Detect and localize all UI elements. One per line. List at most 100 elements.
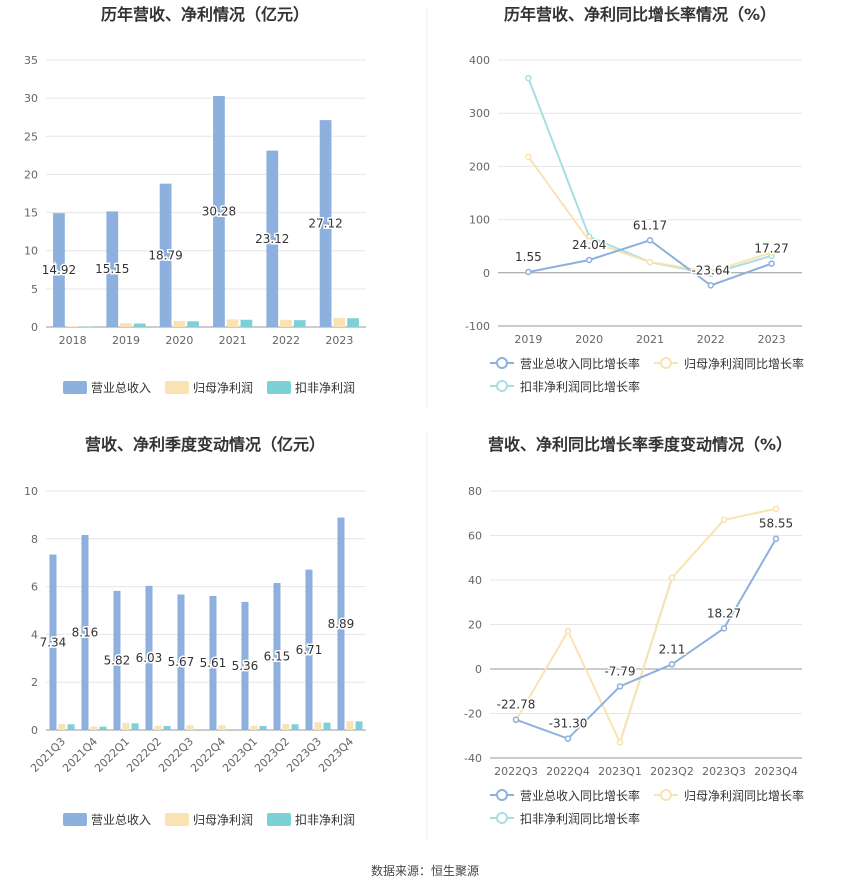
bar-3 (240, 319, 253, 327)
legend-marker (496, 789, 508, 801)
series-point-2 (772, 505, 780, 513)
bar-1 (49, 554, 57, 730)
bar-2 (280, 319, 292, 327)
bar-2 (346, 721, 354, 730)
y-tick-label: 20 (24, 168, 38, 181)
series-point-2 (585, 237, 593, 245)
bar-2 (173, 320, 186, 327)
bar-data-label: 5.67 (168, 655, 195, 669)
x-tick-label: 2023Q3 (702, 765, 746, 778)
x-tick-label: 2023 (325, 334, 353, 347)
series-point-2 (616, 739, 624, 746)
series-point-1 (668, 661, 676, 668)
bar-1 (337, 517, 345, 730)
line-data-label: 17.27 (754, 242, 788, 256)
y-tick-label: 300 (469, 107, 490, 120)
legend-marker (496, 357, 508, 369)
chart-title: 营收、净利同比增长率季度变动情况（%） (488, 435, 792, 454)
line-data-label: 1.55 (515, 250, 542, 264)
y-tick-label: 0 (31, 724, 38, 737)
series-point-1 (772, 535, 780, 542)
bar-3 (355, 721, 363, 730)
line-data-label: -23.64 (691, 263, 730, 277)
series-point-2 (720, 516, 728, 524)
bar-data-label: 6.71 (296, 643, 323, 657)
bar-2 (186, 725, 194, 730)
bar-2 (314, 722, 322, 730)
y-tick-label: 0 (475, 663, 482, 676)
series-line-1 (515, 538, 777, 740)
legend-label: 营业总收入同比增长率 (520, 788, 640, 803)
bar-2 (122, 722, 130, 730)
bar-2 (154, 725, 162, 730)
bar-1 (145, 585, 153, 730)
bar-data-label: 5.61 (200, 656, 227, 670)
y-tick-label: 6 (31, 581, 38, 594)
x-tick-label: 2023 (758, 333, 786, 346)
series-point-1 (646, 237, 654, 244)
x-tick-label: 2023Q2 (650, 765, 694, 778)
y-tick-label: 0 (31, 321, 38, 334)
legend-label: 扣非净利润同比增长率 (520, 811, 640, 826)
y-tick-label: 80 (468, 485, 482, 498)
bar-1 (113, 590, 121, 730)
bar-data-label: 6.03 (136, 651, 163, 665)
legend-label: 营业总收入 (91, 813, 151, 827)
series-point-1 (720, 625, 728, 632)
bar-1 (319, 120, 332, 327)
bar-1 (241, 601, 249, 730)
y-tick-label: 40 (468, 574, 482, 587)
bar-2 (333, 317, 346, 327)
bar-3 (187, 321, 199, 327)
bar-2 (66, 326, 79, 327)
bar-3 (293, 320, 306, 327)
line-data-label: -22.78 (497, 698, 536, 712)
y-tick-label: 35 (24, 54, 38, 67)
line-data-label: -31.30 (549, 717, 588, 731)
x-tick-label: 2020 (165, 334, 193, 347)
series-point-1 (707, 282, 715, 289)
series-point-1 (585, 256, 593, 264)
series-line-2 (515, 507, 777, 746)
series-point-2 (525, 153, 532, 161)
legend-label: 营业总收入同比增长率 (520, 356, 640, 371)
legend-label: 归母净利润同比增长率 (684, 356, 804, 371)
bar-data-label: 14.92 (42, 263, 76, 277)
bar-2 (250, 725, 258, 730)
series-point-1 (564, 735, 572, 742)
y-tick-label: 8 (31, 533, 38, 546)
series-line-3 (527, 77, 772, 275)
bar-3 (67, 724, 75, 730)
legend-label: 归母净利润 (193, 381, 253, 395)
legend-marker (496, 812, 508, 824)
bar-3 (131, 723, 139, 730)
line-data-label: 18.27 (707, 606, 741, 620)
series-point-3 (525, 74, 532, 82)
x-tick-label: 2021 (636, 333, 664, 346)
legend-label: 营业总收入 (91, 381, 151, 395)
y-tick-label: 2 (31, 676, 38, 689)
x-tick-label: 2023Q4 (316, 735, 356, 775)
line-data-label: 24.04 (572, 238, 606, 252)
bar-1 (209, 595, 217, 730)
bar-3 (133, 323, 146, 327)
bar-1 (213, 96, 225, 327)
x-tick-label: 2018 (59, 334, 87, 347)
data-source-note: 数据来源：恒生聚源 (370, 864, 479, 878)
bar-1 (177, 594, 185, 730)
series-point-1 (768, 260, 775, 267)
bar-data-label: 23.12 (255, 232, 289, 246)
bar-2 (226, 319, 239, 327)
bar-3 (323, 722, 331, 730)
line-data-label: 2.11 (659, 642, 686, 656)
bar-3 (291, 724, 299, 730)
legend-swatch (267, 813, 291, 826)
y-tick-label: 10 (24, 485, 38, 498)
y-tick-label: 100 (469, 214, 490, 227)
x-tick-label: 2023Q1 (598, 765, 642, 778)
x-tick-label: 2021 (219, 334, 247, 347)
legend-swatch (165, 813, 189, 826)
series-point-2 (668, 574, 676, 582)
bar-1 (266, 150, 279, 327)
